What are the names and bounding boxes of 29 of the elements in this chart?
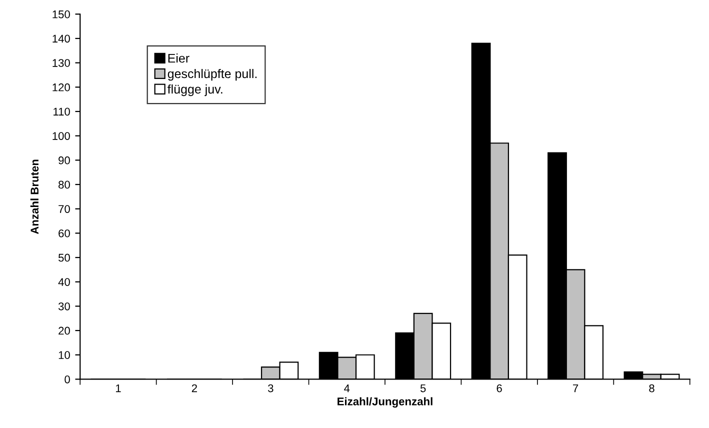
y-tick-label: 100 — [52, 132, 70, 140]
y-tick-label: 130 — [52, 59, 70, 67]
y-tick-label: 20 — [58, 326, 70, 335]
y-tick-label: 70 — [58, 205, 70, 213]
x-tick-label: 8 — [649, 384, 654, 392]
y-tick-label: 60 — [58, 229, 70, 238]
x-axis-title: Eizahl/Jungenzahl — [338, 397, 432, 408]
legend-label: geschlüpfte pull. — [168, 68, 257, 81]
x-tick-label: 3 — [268, 384, 274, 392]
y-tick-label: 30 — [58, 302, 70, 310]
legend-label: Eier — [168, 53, 190, 63]
y-tick-label: 0 — [64, 375, 70, 384]
y-tick-label: 40 — [58, 278, 70, 286]
x-tick-label: 7 — [573, 384, 578, 392]
y-axis-title: Anzahl Bruten — [30, 160, 39, 234]
x-tick-label: 2 — [192, 384, 197, 392]
y-tick-label: 150 — [52, 10, 70, 18]
y-tick-label: 140 — [52, 34, 70, 43]
y-tick-label: 120 — [52, 83, 70, 92]
y-tick-label: 110 — [54, 108, 70, 116]
x-tick-label: 4 — [344, 384, 350, 392]
y-tick-label: 50 — [58, 254, 70, 262]
x-tick-label: 5 — [420, 384, 426, 392]
legend-label: flügge juv. — [168, 84, 222, 96]
y-tick-label: 90 — [58, 156, 70, 164]
x-tick-label: 6 — [496, 384, 502, 392]
x-tick-label: 1 — [116, 384, 121, 392]
y-tick-label: 80 — [58, 180, 70, 189]
y-tick-label: 10 — [58, 351, 70, 360]
